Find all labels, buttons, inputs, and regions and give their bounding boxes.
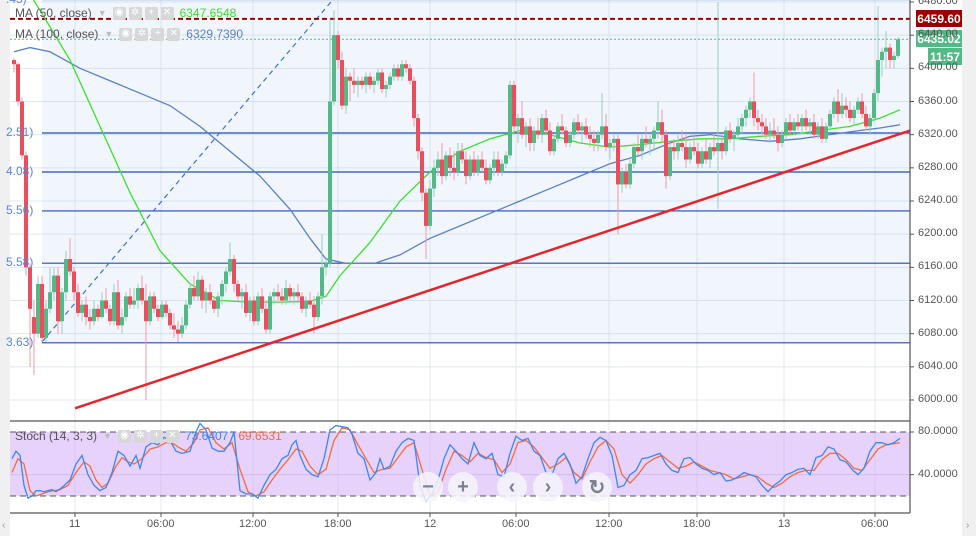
ma100-value: 6329.7390 — [186, 27, 244, 41]
close-icon[interactable]: ✕ — [167, 27, 181, 41]
ma100-legend-name: MA (100, close) — [15, 27, 99, 41]
gear-icon[interactable]: ✲ — [135, 27, 149, 41]
price-tick-label: 6000.00 — [918, 393, 958, 405]
bar-countdown-tag: 11:57 — [928, 48, 962, 65]
time-tick-label: 12 — [424, 518, 437, 530]
eye-icon[interactable]: ◉ — [117, 429, 131, 443]
minus-icon: − — [422, 475, 434, 498]
fib-level-label: 3.63) — [6, 334, 34, 349]
price-tick-label: 6400.00 — [918, 61, 958, 74]
chevron-down-icon[interactable]: ▼ — [103, 431, 112, 441]
time-tick-label: 11 — [69, 518, 81, 530]
zoom-in-button[interactable]: + — [448, 472, 478, 502]
price-tick-label: 6440.00 — [918, 28, 958, 41]
price-tick-label: 6280.00 — [918, 160, 958, 173]
reset-chart-button[interactable]: ↻ — [582, 472, 612, 502]
alert-price-tag: 6459.60 — [916, 10, 962, 27]
last-price-tag: 6435.02 — [916, 30, 962, 47]
time-tick-label: 06:00 — [147, 518, 175, 530]
ma50-legend[interactable]: MA (50, close) ▼ ◉ ✲ + ✕ 6347.6548 — [15, 6, 236, 20]
stoch-tick-label: 80.0000 — [918, 425, 958, 437]
gear-icon[interactable]: ✲ — [128, 6, 142, 20]
time-tick-label: 13 — [778, 518, 791, 530]
zoom-out-button[interactable]: − — [413, 472, 443, 502]
stoch-legend[interactable]: Stoch (14, 3, 3) ▼ ◉ ✲ + ✕ 73.6407 69.65… — [15, 429, 282, 443]
time-tick-label: 12:00 — [239, 518, 267, 530]
plus-icon: + — [457, 475, 469, 498]
time-tick-label: 06:00 — [502, 518, 530, 530]
eye-icon[interactable]: ◉ — [119, 27, 133, 41]
fib-level-label: 4.08) — [6, 163, 34, 178]
stoch-tick-label: 40.0000 — [918, 467, 958, 480]
stoch-legend-name: Stoch (14, 3, 3) — [15, 429, 98, 443]
price-tick-label: 6240.00 — [918, 194, 958, 206]
price-tick-label: 6080.00 — [918, 326, 958, 339]
price-tick-label: 6360.00 — [918, 94, 958, 107]
stoch-d-value: 69.6531 — [238, 429, 282, 443]
ma50-value: 6347.6548 — [179, 6, 237, 20]
stoch-k-value: 73.6407 — [184, 429, 229, 443]
left-scroll-gutter[interactable] — [0, 0, 10, 536]
reset-icon: ↻ — [588, 476, 606, 499]
chevron-down-icon[interactable]: ▼ — [97, 8, 107, 18]
time-tick-label: 12:00 — [595, 518, 623, 530]
fib-level-label: 5.58) — [6, 255, 34, 270]
plus-icon[interactable]: + — [144, 6, 158, 20]
fib-level-label: .43) — [6, 0, 27, 6]
chevron-left-icon: ‹ — [508, 475, 516, 498]
price-tick-label: 6040.00 — [918, 359, 958, 372]
plus-icon[interactable]: + — [149, 429, 163, 443]
fib-level-label: 2.51) — [6, 125, 34, 139]
eye-icon[interactable]: ◉ — [112, 6, 126, 20]
price-tick-label: 6320.00 — [918, 127, 958, 140]
time-tick-label: 06:00 — [861, 518, 889, 530]
price-tick-label: 6160.00 — [918, 260, 958, 273]
scroll-right-arrow-icon[interactable]: › — [966, 520, 970, 531]
scroll-right-button[interactable]: › — [533, 472, 563, 502]
price-tick-label: 6120.00 — [918, 293, 958, 306]
right-scroll-gutter[interactable] — [962, 0, 976, 536]
chevron-right-icon: › — [544, 475, 552, 498]
scroll-left-button[interactable]: ‹ — [497, 472, 527, 502]
time-tick-label: 18:00 — [324, 518, 352, 530]
ma50-legend-name: MA (50, close) — [15, 6, 92, 20]
ma100-legend[interactable]: MA (100, close) ▼ ◉ ✲ + ✕ 6329.7390 — [15, 27, 243, 41]
plus-icon[interactable]: + — [151, 27, 165, 41]
gear-icon[interactable]: ✲ — [133, 429, 147, 443]
price-tick-label: 6480.00 — [918, 0, 958, 7]
close-icon[interactable]: ✕ — [160, 6, 174, 20]
chevron-down-icon[interactable]: ▼ — [104, 29, 114, 39]
fib-level-label: 5.56) — [6, 202, 34, 217]
scroll-left-arrow-icon[interactable]: ‹ — [2, 520, 6, 531]
price-tick-label: 6200.00 — [918, 227, 958, 240]
time-tick-label: 18:00 — [683, 518, 711, 530]
close-icon[interactable]: ✕ — [165, 429, 179, 443]
